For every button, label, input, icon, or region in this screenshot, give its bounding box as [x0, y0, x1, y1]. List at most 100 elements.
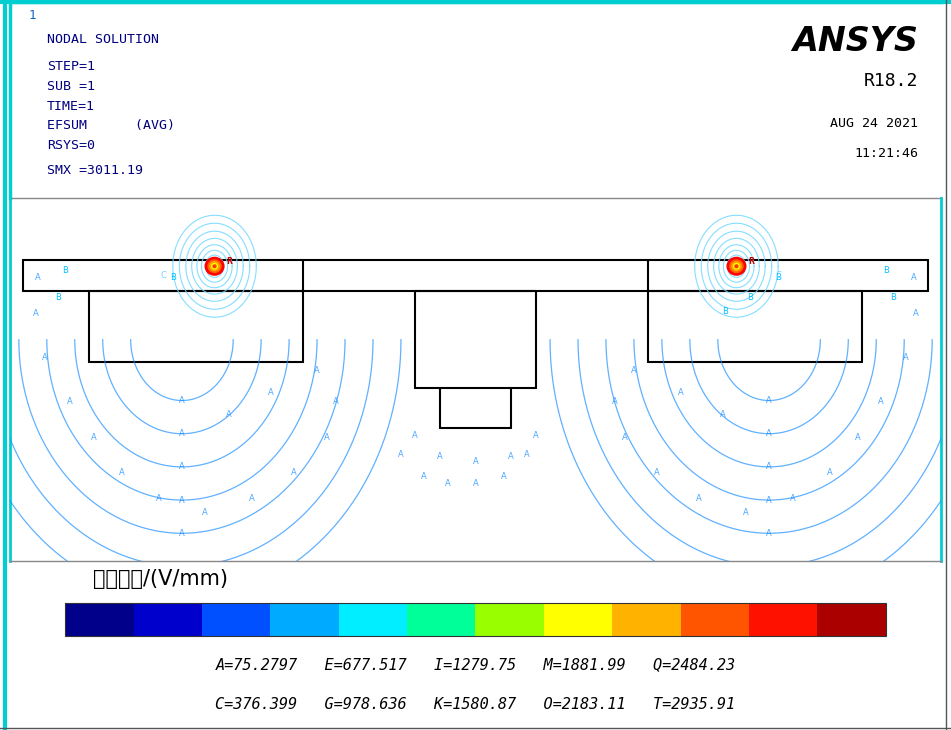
Circle shape: [213, 265, 216, 268]
Text: A: A: [473, 479, 478, 488]
Circle shape: [730, 260, 743, 272]
Text: SUB =1: SUB =1: [47, 80, 95, 93]
Bar: [817, 603, 885, 636]
Text: A: A: [720, 410, 726, 420]
Text: A: A: [654, 468, 660, 477]
Text: A: A: [314, 366, 320, 375]
Bar: [203, 603, 270, 636]
Text: A: A: [767, 396, 772, 405]
Text: A: A: [90, 433, 96, 442]
Text: ANSYS: ANSYS: [792, 25, 919, 58]
Text: A: A: [179, 396, 184, 405]
Text: B: B: [169, 273, 176, 283]
Text: A: A: [421, 472, 427, 481]
Text: A: A: [878, 397, 883, 406]
Circle shape: [205, 258, 223, 275]
Text: C: C: [775, 271, 782, 280]
Text: A: A: [249, 494, 255, 504]
Circle shape: [732, 262, 741, 271]
Text: A: A: [743, 508, 748, 517]
Text: EFSUM      (AVG): EFSUM (AVG): [47, 119, 175, 132]
Text: B: B: [63, 266, 68, 275]
Text: A: A: [267, 388, 273, 397]
Text: B: B: [55, 293, 61, 301]
Text: A: A: [179, 529, 184, 538]
Text: STEP=1: STEP=1: [47, 61, 95, 73]
Text: A: A: [696, 494, 702, 504]
Text: A: A: [767, 529, 772, 538]
Text: A: A: [622, 433, 628, 442]
Bar: [748, 603, 817, 636]
Text: A: A: [42, 353, 48, 362]
Text: A: A: [903, 353, 909, 362]
Text: A: A: [500, 472, 506, 481]
Text: A: A: [855, 433, 861, 442]
Text: B: B: [775, 273, 782, 283]
Text: A: A: [913, 309, 919, 318]
Text: C: C: [161, 271, 166, 280]
Circle shape: [735, 265, 738, 268]
Text: C=376.399   G=978.636   K=1580.87   O=2183.11   T=2935.91: C=376.399 G=978.636 K=1580.87 O=2183.11 …: [216, 697, 735, 712]
Circle shape: [733, 264, 739, 269]
Text: A: A: [631, 366, 637, 375]
Text: A: A: [333, 397, 339, 406]
Text: A: A: [179, 496, 184, 504]
Text: B: B: [890, 293, 896, 301]
Bar: [407, 603, 476, 636]
Text: R: R: [226, 257, 233, 266]
Text: NODAL SOLUTION: NODAL SOLUTION: [47, 33, 159, 46]
Text: A: A: [179, 462, 184, 472]
Circle shape: [728, 258, 746, 275]
Text: A: A: [678, 388, 684, 397]
Text: 电场强度/(V/mm): 电场强度/(V/mm): [93, 569, 228, 589]
Text: A: A: [34, 273, 40, 283]
Bar: [476, 603, 544, 636]
Text: A: A: [445, 479, 451, 488]
Bar: [681, 603, 748, 636]
Text: B: B: [723, 307, 728, 316]
Text: A: A: [473, 457, 478, 466]
Bar: [544, 603, 612, 636]
Text: A: A: [156, 494, 162, 504]
Text: A: A: [826, 468, 832, 477]
Bar: [612, 603, 681, 636]
Bar: [66, 603, 134, 636]
Text: AUG 24 2021: AUG 24 2021: [830, 117, 919, 130]
Text: A: A: [767, 496, 772, 504]
Text: A: A: [412, 431, 417, 439]
Text: A: A: [398, 450, 404, 459]
Bar: [339, 603, 407, 636]
Text: A: A: [789, 494, 795, 504]
Text: A: A: [534, 431, 539, 439]
Text: R18.2: R18.2: [864, 72, 919, 90]
Text: 11:21:46: 11:21:46: [854, 147, 919, 160]
Text: A: A: [291, 468, 297, 477]
Text: A: A: [767, 429, 772, 438]
Text: SMX =3011.19: SMX =3011.19: [47, 164, 143, 177]
Text: R: R: [748, 257, 754, 266]
Bar: [66, 603, 885, 636]
Text: RSYS=0: RSYS=0: [47, 139, 95, 152]
Bar: [270, 603, 339, 636]
Text: A: A: [32, 309, 38, 318]
Text: TIME=1: TIME=1: [47, 99, 95, 112]
Text: 1: 1: [29, 9, 35, 23]
Text: A: A: [203, 508, 208, 517]
Text: B: B: [747, 293, 753, 301]
Text: A: A: [179, 429, 184, 438]
Text: A: A: [119, 468, 125, 477]
Text: A: A: [508, 452, 514, 461]
Text: A: A: [911, 273, 917, 283]
Text: A: A: [437, 452, 443, 461]
Text: A: A: [767, 462, 772, 472]
Circle shape: [212, 264, 218, 269]
Circle shape: [208, 260, 221, 272]
Text: A: A: [323, 433, 329, 442]
Text: A: A: [612, 397, 618, 406]
Bar: [134, 603, 203, 636]
Text: A=75.2797   E=677.517   I=1279.75   M=1881.99   Q=2484.23: A=75.2797 E=677.517 I=1279.75 M=1881.99 …: [216, 657, 735, 672]
Text: A: A: [524, 450, 530, 459]
Text: A: A: [68, 397, 73, 406]
Circle shape: [210, 262, 219, 271]
Text: B: B: [883, 266, 888, 275]
